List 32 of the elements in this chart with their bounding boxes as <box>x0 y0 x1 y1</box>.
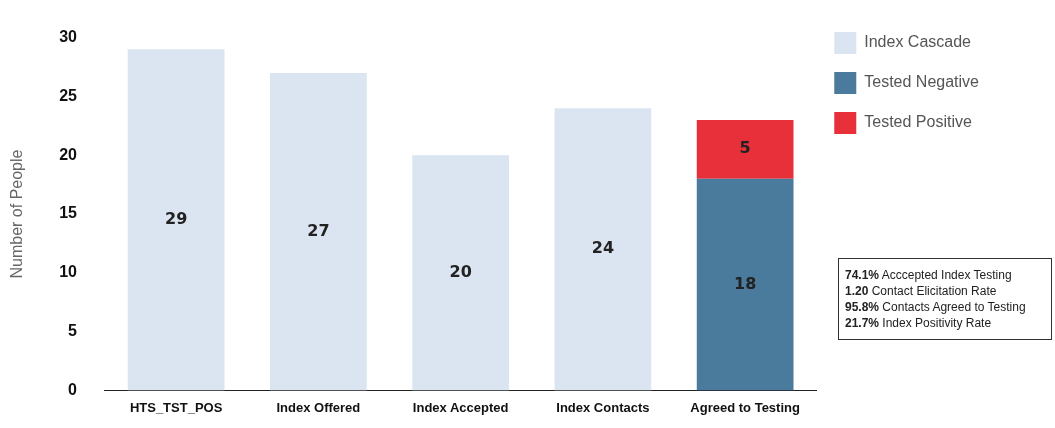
bar <box>554 108 652 391</box>
y-tick-label: 15 <box>59 204 78 222</box>
data-label: 24 <box>591 238 615 258</box>
y-tick-label: 0 <box>68 380 78 398</box>
data-label: 5 <box>739 138 751 158</box>
y-tick-label: 10 <box>59 263 78 281</box>
y-tick-label: 25 <box>59 86 78 104</box>
x-tick-label: Index Offered <box>276 399 361 415</box>
x-tick-label: Index Contacts <box>556 399 650 415</box>
bar <box>127 49 225 391</box>
data-label: 18 <box>734 273 757 293</box>
bar <box>696 119 794 179</box>
y-tick-label: 30 <box>59 28 78 46</box>
bar <box>412 155 509 391</box>
text: 95.8% Contacts Agreed to Testing <box>845 299 1027 315</box>
text: 21.7% Index Positivity Rate <box>845 315 993 331</box>
x-tick-label: HTS_TST_POS <box>129 399 223 415</box>
legend-label: Tested Negative <box>864 73 980 91</box>
data-label: 20 <box>449 261 472 281</box>
x-tick-label: Agreed to Testing <box>690 399 800 415</box>
data-label: 27 <box>307 220 330 240</box>
y-axis-title: Number of People <box>8 149 26 279</box>
text: 74.1% Acccepted Index Testing <box>845 267 1013 283</box>
y-tick-label: 20 <box>59 145 78 163</box>
y-tick-label: 5 <box>68 322 78 340</box>
data-label: 29 <box>164 209 188 229</box>
legend-label: Tested Positive <box>864 113 972 131</box>
bar <box>270 72 367 391</box>
x-tick-label: Index Accepted <box>412 399 509 415</box>
text: 1.20 Contact Elicitation Rate <box>845 283 998 299</box>
bar <box>696 178 794 391</box>
legend-label: Index Cascade <box>864 33 972 51</box>
